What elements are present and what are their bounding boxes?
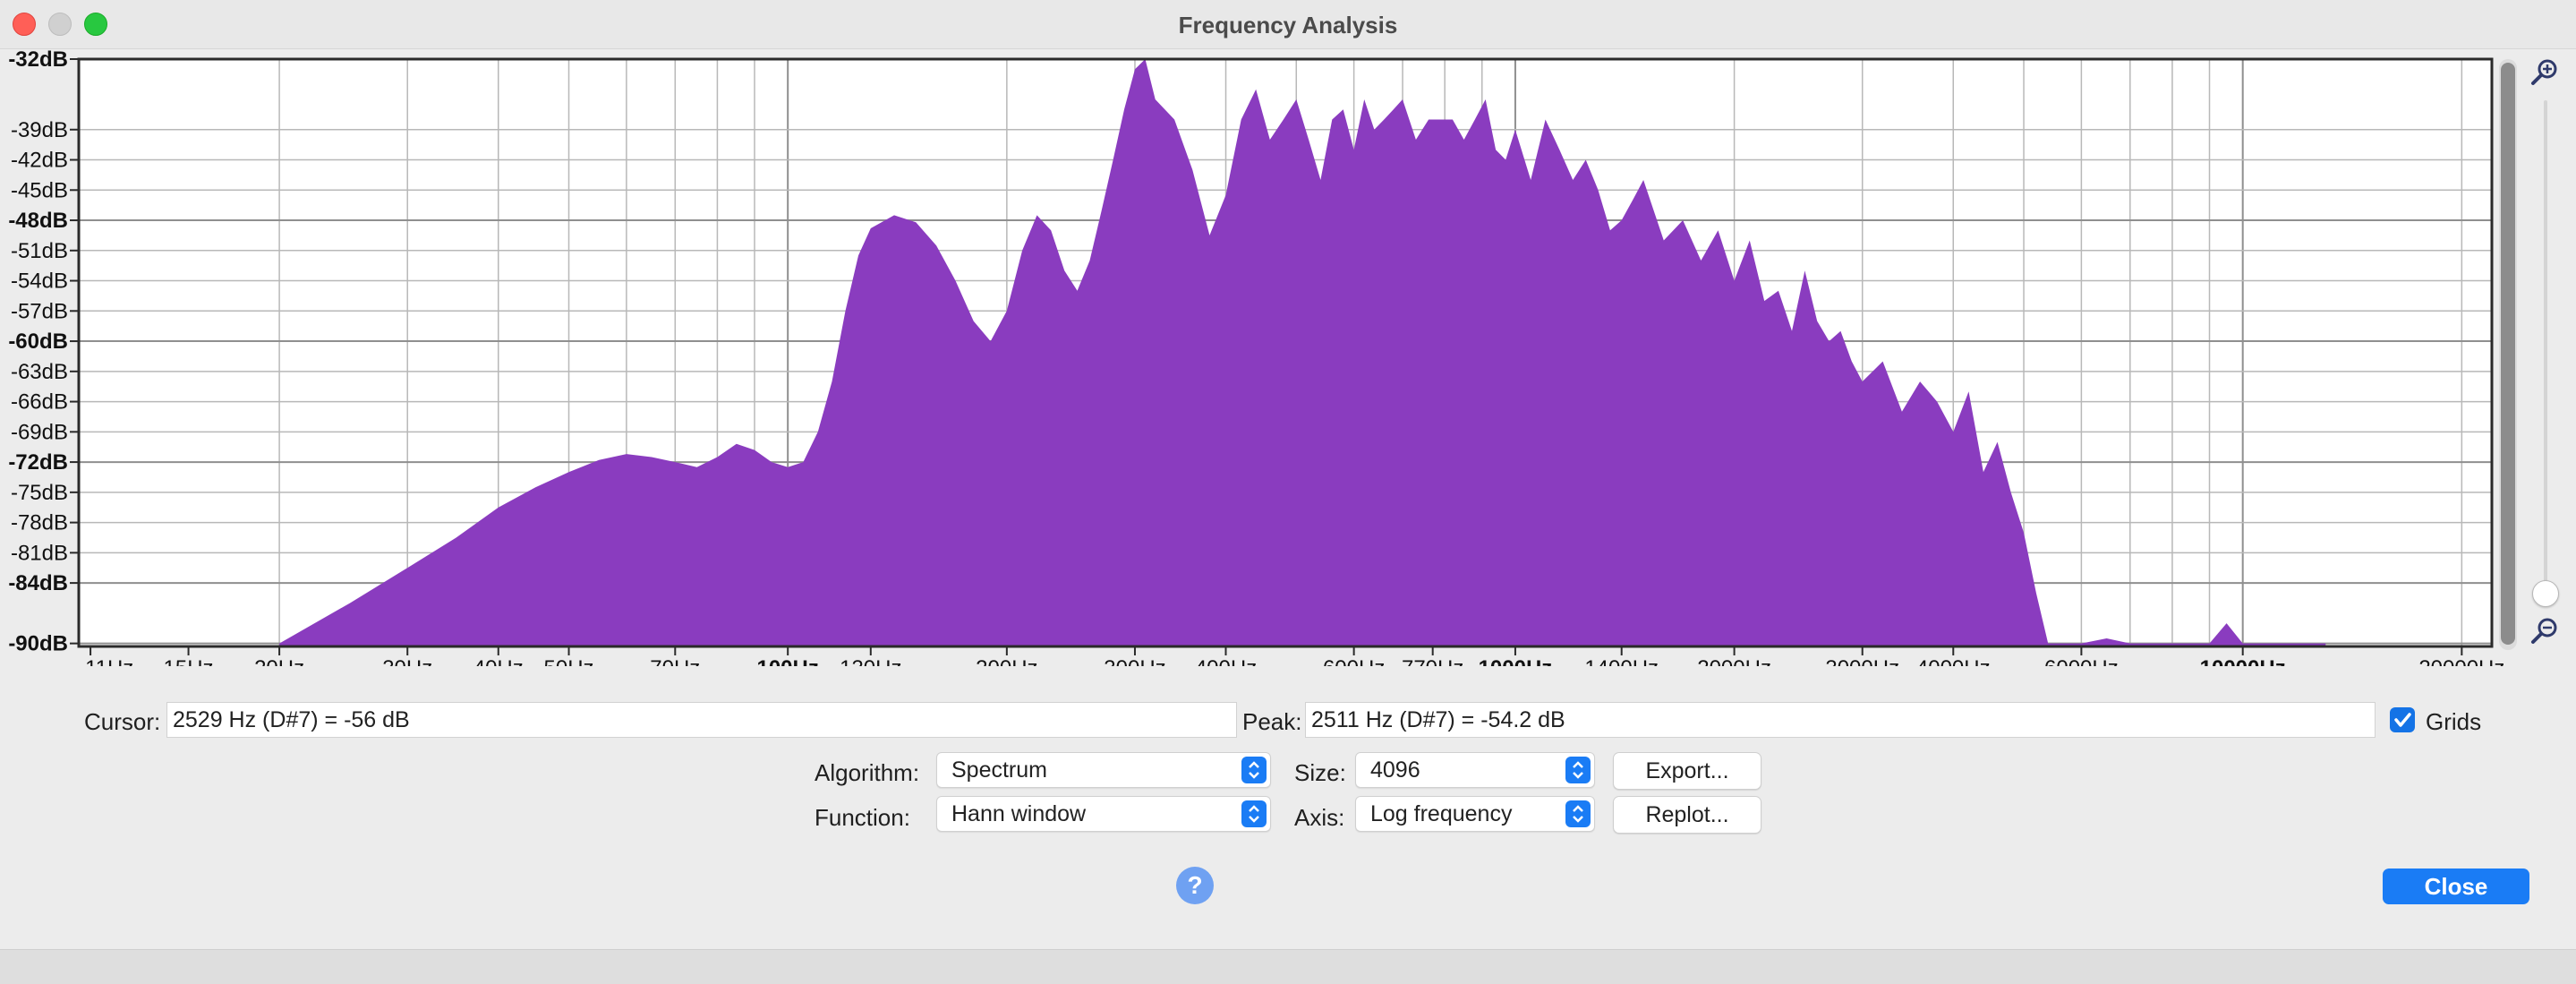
spectrum-area <box>279 59 2326 646</box>
grids-checkbox[interactable] <box>2390 707 2415 732</box>
function-select[interactable]: Hann window <box>936 796 1271 832</box>
x-tick-label: 1400Hz <box>1584 656 1659 666</box>
zoom-in-icon[interactable] <box>2529 57 2560 88</box>
help-button[interactable]: ? <box>1176 867 1214 904</box>
algorithm-label: Algorithm: <box>815 759 920 786</box>
y-tick-label: -60dB <box>8 329 68 354</box>
x-tick-label: 1000Hz <box>1479 656 1553 666</box>
x-tick-label: 10000Hz <box>2200 656 2286 666</box>
x-tick-label: 130Hz <box>840 656 901 666</box>
window-zoom-button[interactable] <box>84 13 107 36</box>
y-tick-label: -66dB <box>11 390 68 415</box>
cursor-readout: 2529 Hz (D#7) = -56 dB <box>166 702 1237 738</box>
y-tick-label: -39dB <box>11 118 68 142</box>
x-tick-label: 30Hz <box>382 656 432 666</box>
updown-chevron-icon <box>1241 800 1267 827</box>
grids-label: Grids <box>2426 708 2482 735</box>
x-tick-label: 300Hz <box>1104 656 1165 666</box>
x-tick-label: 200Hz <box>976 656 1037 666</box>
y-tick-label: -84dB <box>8 571 68 595</box>
plot-scroll-thumb[interactable] <box>2501 63 2515 645</box>
x-tick-label: 2000Hz <box>1697 656 1771 666</box>
peak-readout: 2511 Hz (D#7) = -54.2 dB <box>1305 702 2376 738</box>
axis-select[interactable]: Log frequency <box>1355 796 1595 832</box>
x-tick-label: 600Hz <box>1323 656 1385 666</box>
close-button[interactable]: Close <box>2383 868 2529 904</box>
export-button[interactable]: Export... <box>1613 752 1761 790</box>
x-tick-label: 15Hz <box>164 656 214 666</box>
x-tick-label: 20000Hz <box>2418 656 2504 666</box>
y-tick-label: -72dB <box>8 450 68 475</box>
y-tick-label: -45dB <box>11 178 68 202</box>
algorithm-select-value: Spectrum <box>951 757 1047 783</box>
updown-chevron-icon <box>1565 757 1591 783</box>
x-tick-label: 100Hz <box>756 656 818 666</box>
x-tick-label: 4000Hz <box>1916 656 1991 666</box>
x-tick-label: 770Hz <box>1402 656 1463 666</box>
cursor-label: Cursor: <box>84 708 161 735</box>
y-tick-label: -69dB <box>11 420 68 444</box>
function-select-value: Hann window <box>951 801 1087 826</box>
y-axis: -32dB -39dB -42dB -45dB -48dB -51dB -54dB -57dB… <box>8 48 79 656</box>
y-tick-label: -75dB <box>11 481 68 505</box>
size-select-value: 4096 <box>1370 757 1420 783</box>
plot-frame <box>77 57 2494 648</box>
x-tick-label: 400Hz <box>1195 656 1257 666</box>
updown-chevron-icon <box>1565 800 1591 827</box>
y-tick-label: -32dB <box>8 48 68 72</box>
window-close-button[interactable] <box>13 13 36 36</box>
x-tick-label: 70Hz <box>650 656 700 666</box>
checkmark-icon <box>2394 713 2411 727</box>
window-bottom-bar <box>0 949 2576 984</box>
y-tick-label: -54dB <box>11 270 68 294</box>
zoom-slider-knob[interactable] <box>2532 580 2559 607</box>
y-tick-label: -51dB <box>11 239 68 263</box>
y-tick-label: -63dB <box>11 360 68 384</box>
y-tick-label: -78dB <box>11 511 68 535</box>
spectrum-plot[interactable]: -32dB -39dB -42dB -45dB -48dB -51dB -54dB -57dB… <box>0 48 2576 666</box>
y-tick-label: -57dB <box>11 299 68 323</box>
title-bar: Frequency Analysis <box>0 0 2576 49</box>
function-label: Function: <box>815 804 910 831</box>
zoom-out-icon[interactable] <box>2529 616 2560 646</box>
algorithm-select[interactable]: Spectrum <box>936 752 1271 788</box>
zoom-slider-track[interactable] <box>2544 100 2547 593</box>
y-tick-label: -90dB <box>8 632 68 656</box>
window-minimize-button[interactable] <box>48 13 72 36</box>
window-title: Frequency Analysis <box>1178 12 1398 39</box>
axis-label: Axis: <box>1294 804 1345 831</box>
x-tick-label: 6000Hz <box>2044 656 2119 666</box>
size-select[interactable]: 4096 <box>1355 752 1595 788</box>
y-tick-label: -42dB <box>11 149 68 173</box>
x-tick-label: 50Hz <box>544 656 594 666</box>
y-tick-label: -81dB <box>11 541 68 565</box>
x-tick-label: 20Hz <box>254 656 304 666</box>
x-tick-label: 40Hz <box>473 656 524 666</box>
y-tick-label: -48dB <box>8 209 68 233</box>
size-label: Size: <box>1294 759 1346 786</box>
x-tick-label: 3000Hz <box>1825 656 1899 666</box>
updown-chevron-icon <box>1241 757 1267 783</box>
peak-label: Peak: <box>1242 708 1302 735</box>
replot-button[interactable]: Replot... <box>1613 796 1761 834</box>
axis-select-value: Log frequency <box>1370 801 1513 826</box>
